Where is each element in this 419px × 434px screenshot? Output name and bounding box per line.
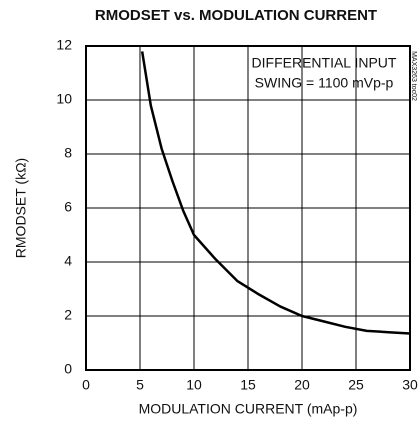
y-tick-label: 10: [56, 91, 72, 107]
annotation: DIFFERENTIAL INPUT: [252, 55, 397, 71]
annotation: SWING = 1100 mVp-p: [255, 75, 394, 91]
y-tick-label: 4: [64, 253, 72, 269]
y-axis-label: RMODSET (kΩ): [13, 158, 29, 258]
x-axis-label: MODULATION CURRENT (mAp-p): [139, 401, 358, 417]
y-tick-label: 0: [64, 361, 72, 377]
side-label: MAX3263 toc02: [410, 51, 417, 101]
y-tick-label: 8: [64, 145, 72, 161]
x-tick-label: 30: [402, 377, 418, 393]
x-tick-label: 5: [136, 377, 144, 393]
line-series: [140, 51, 411, 335]
x-tick-label: 10: [186, 377, 202, 393]
chart-title: RMODSET vs. MODULATION CURRENT: [95, 7, 377, 24]
x-tick-label: 0: [82, 377, 90, 393]
x-tick-label: 15: [240, 377, 256, 393]
y-tick-label: 12: [56, 37, 72, 53]
x-tick-label: 20: [294, 377, 310, 393]
y-tick-label: 2: [64, 307, 72, 323]
plot-frame: [85, 45, 411, 371]
y-tick-label: 6: [64, 199, 72, 215]
x-tick-label: 25: [348, 377, 364, 393]
